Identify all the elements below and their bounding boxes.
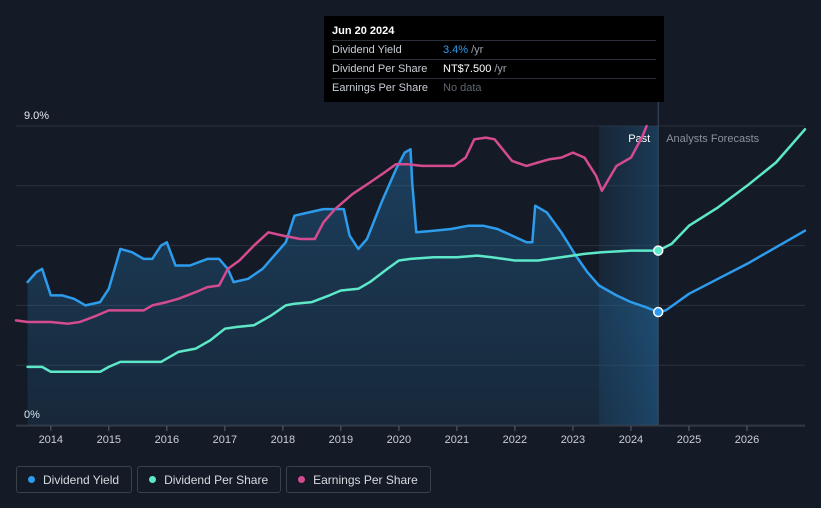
x-tick-label: 2020 <box>387 434 411 446</box>
x-tick-label: 2025 <box>677 434 701 446</box>
dividend-per-share-dot-icon <box>149 476 157 483</box>
chart-legend: Dividend Yield Dividend Per Share Earnin… <box>16 466 431 493</box>
dividend-yield-area <box>27 149 659 426</box>
tooltip-unit: /yr <box>494 63 507 75</box>
y-axis-label-max: 9.0% <box>24 110 49 122</box>
tooltip-row-dividend-yield: Dividend Yield 3.4% /yr <box>332 40 656 59</box>
x-tick-label: 2021 <box>445 434 469 446</box>
x-tick-label: 2019 <box>329 434 353 446</box>
legend-label: Dividend Yield <box>43 472 120 487</box>
tooltip-date: Jun 20 2024 <box>332 25 395 37</box>
x-tick-label: 2014 <box>39 434 63 446</box>
legend-dividend-yield[interactable]: Dividend Yield <box>16 466 133 493</box>
x-tick-label: 2018 <box>271 434 295 446</box>
x-tick-label: 2023 <box>561 434 585 446</box>
tooltip-unit: /yr <box>471 44 484 56</box>
dividend-yield-marker <box>652 306 664 318</box>
dividend-per-share-line <box>26 128 807 374</box>
dividend-yield-dot-icon <box>28 476 35 483</box>
x-tick-label: 2017 <box>213 434 237 446</box>
tooltip-label: Dividend Yield <box>332 44 402 56</box>
tooltip-label: Dividend Per Share <box>332 63 428 75</box>
x-tick-label: 2024 <box>619 434 643 446</box>
legend-dividend-per-share[interactable]: Dividend Per Share <box>137 466 282 493</box>
x-tick-label: 2022 <box>503 434 527 446</box>
earnings-per-share-dot-icon <box>298 476 306 483</box>
x-tick-label: 2026 <box>735 434 759 446</box>
tooltip-value: No data <box>443 82 482 94</box>
x-tick-label: 2015 <box>97 434 121 446</box>
tooltip-value: NT$7.500 <box>443 63 492 75</box>
tooltip-value: 3.4% <box>443 44 469 56</box>
tooltip-label: Earnings Per Share <box>332 82 428 94</box>
earnings-per-share-line <box>14 124 648 325</box>
past-label: Past <box>628 133 650 145</box>
legend-earnings-per-share[interactable]: Earnings Per Share <box>286 466 431 493</box>
legend-label: Dividend Per Share <box>164 472 269 487</box>
tooltip-row-dividend-per-share: Dividend Per Share NT$7.500 /yr <box>332 59 656 78</box>
tooltip-row-earnings-per-share: Earnings Per Share No data <box>332 78 656 97</box>
dividend-per-share-marker <box>652 245 664 256</box>
forecast-label: Analysts Forecasts <box>666 133 759 145</box>
dividend-yield-line <box>26 148 807 314</box>
x-tick-label: 2016 <box>155 434 179 446</box>
legend-label: Earnings Per Share <box>313 472 418 487</box>
hover-tooltip: Jun 20 2024 Dividend Yield 3.4% /yr Divi… <box>324 16 664 102</box>
